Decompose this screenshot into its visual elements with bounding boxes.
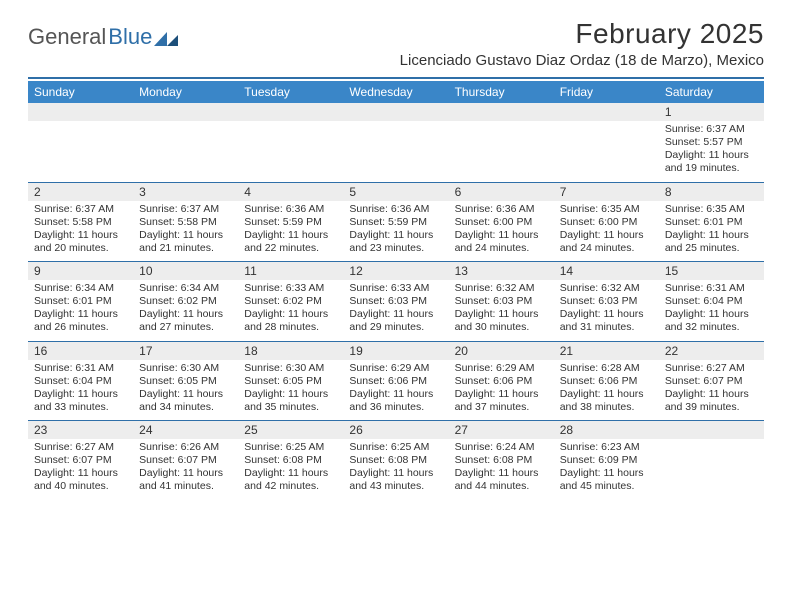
day-info: Sunrise: 6:25 AM Sunset: 6:08 PM Dayligh… — [238, 439, 343, 500]
day-info: Sunrise: 6:25 AM Sunset: 6:08 PM Dayligh… — [343, 439, 448, 500]
day-number: 11 — [238, 262, 343, 280]
calendar-body: 1Sunrise: 6:37 AM Sunset: 5:57 PM Daylig… — [28, 103, 764, 500]
day-number: 17 — [133, 342, 238, 360]
day-number: 8 — [659, 183, 764, 201]
day-info: Sunrise: 6:33 AM Sunset: 6:03 PM Dayligh… — [343, 280, 448, 341]
day-info-row: Sunrise: 6:31 AM Sunset: 6:04 PM Dayligh… — [28, 360, 764, 422]
header: GeneralBlue February 2025 Licenciado Gus… — [28, 18, 764, 75]
day-number — [449, 103, 554, 121]
day-number: 16 — [28, 342, 133, 360]
day-number: 24 — [133, 421, 238, 439]
day-number: 20 — [449, 342, 554, 360]
day-number: 23 — [28, 421, 133, 439]
day-info: Sunrise: 6:37 AM Sunset: 5:58 PM Dayligh… — [28, 201, 133, 262]
day-number: 12 — [343, 262, 448, 280]
day-number — [28, 103, 133, 121]
day-number: 19 — [343, 342, 448, 360]
day-number — [238, 103, 343, 121]
day-info: Sunrise: 6:28 AM Sunset: 6:06 PM Dayligh… — [554, 360, 659, 421]
day-number: 26 — [343, 421, 448, 439]
day-info: Sunrise: 6:31 AM Sunset: 6:04 PM Dayligh… — [659, 280, 764, 341]
day-info: Sunrise: 6:34 AM Sunset: 6:02 PM Dayligh… — [133, 280, 238, 341]
day-number — [343, 103, 448, 121]
day-info — [554, 121, 659, 182]
day-header: Monday — [133, 81, 238, 103]
brand-logo: GeneralBlue — [28, 18, 180, 50]
day-info — [238, 121, 343, 182]
day-info: Sunrise: 6:31 AM Sunset: 6:04 PM Dayligh… — [28, 360, 133, 421]
day-info-row: Sunrise: 6:37 AM Sunset: 5:57 PM Dayligh… — [28, 121, 764, 183]
day-header: Sunday — [28, 81, 133, 103]
day-number-row: 9101112131415 — [28, 262, 764, 280]
day-number: 3 — [133, 183, 238, 201]
day-info — [343, 121, 448, 182]
day-number: 6 — [449, 183, 554, 201]
day-number: 7 — [554, 183, 659, 201]
day-info — [133, 121, 238, 182]
day-number — [133, 103, 238, 121]
day-info-row: Sunrise: 6:34 AM Sunset: 6:01 PM Dayligh… — [28, 280, 764, 342]
day-number: 25 — [238, 421, 343, 439]
day-info — [449, 121, 554, 182]
header-rule — [28, 77, 764, 79]
day-info: Sunrise: 6:36 AM Sunset: 5:59 PM Dayligh… — [343, 201, 448, 262]
title-block: February 2025 Licenciado Gustavo Diaz Or… — [400, 18, 764, 75]
brand-part2: Blue — [108, 24, 152, 50]
day-info: Sunrise: 6:27 AM Sunset: 6:07 PM Dayligh… — [659, 360, 764, 421]
day-number: 1 — [659, 103, 764, 121]
day-number — [659, 421, 764, 439]
month-title: February 2025 — [400, 18, 764, 50]
day-info: Sunrise: 6:36 AM Sunset: 6:00 PM Dayligh… — [449, 201, 554, 262]
day-number-row: 232425262728 — [28, 421, 764, 439]
day-info — [28, 121, 133, 182]
day-number: 4 — [238, 183, 343, 201]
day-info: Sunrise: 6:37 AM Sunset: 5:58 PM Dayligh… — [133, 201, 238, 262]
day-number: 15 — [659, 262, 764, 280]
day-header: Friday — [554, 81, 659, 103]
day-info: Sunrise: 6:24 AM Sunset: 6:08 PM Dayligh… — [449, 439, 554, 500]
day-info: Sunrise: 6:29 AM Sunset: 6:06 PM Dayligh… — [343, 360, 448, 421]
day-info: Sunrise: 6:29 AM Sunset: 6:06 PM Dayligh… — [449, 360, 554, 421]
day-number-row: 1 — [28, 103, 764, 121]
day-number: 5 — [343, 183, 448, 201]
day-number-row: 16171819202122 — [28, 342, 764, 360]
day-number: 21 — [554, 342, 659, 360]
day-info — [659, 439, 764, 500]
day-number: 13 — [449, 262, 554, 280]
day-number: 14 — [554, 262, 659, 280]
day-info: Sunrise: 6:33 AM Sunset: 6:02 PM Dayligh… — [238, 280, 343, 341]
brand-part1: General — [28, 24, 106, 50]
day-info: Sunrise: 6:36 AM Sunset: 5:59 PM Dayligh… — [238, 201, 343, 262]
day-header: Saturday — [659, 81, 764, 103]
day-info: Sunrise: 6:26 AM Sunset: 6:07 PM Dayligh… — [133, 439, 238, 500]
day-number-row: 2345678 — [28, 183, 764, 201]
day-info: Sunrise: 6:34 AM Sunset: 6:01 PM Dayligh… — [28, 280, 133, 341]
day-info: Sunrise: 6:35 AM Sunset: 6:00 PM Dayligh… — [554, 201, 659, 262]
day-header: Wednesday — [343, 81, 448, 103]
location-label: Licenciado Gustavo Diaz Ordaz (18 de Mar… — [400, 52, 764, 69]
day-header: Tuesday — [238, 81, 343, 103]
day-number: 28 — [554, 421, 659, 439]
logo-mark-icon — [154, 28, 180, 46]
day-info: Sunrise: 6:30 AM Sunset: 6:05 PM Dayligh… — [133, 360, 238, 421]
day-info: Sunrise: 6:37 AM Sunset: 5:57 PM Dayligh… — [659, 121, 764, 182]
day-info: Sunrise: 6:32 AM Sunset: 6:03 PM Dayligh… — [449, 280, 554, 341]
day-number: 9 — [28, 262, 133, 280]
day-info: Sunrise: 6:27 AM Sunset: 6:07 PM Dayligh… — [28, 439, 133, 500]
day-number: 2 — [28, 183, 133, 201]
day-header: Thursday — [449, 81, 554, 103]
day-info-row: Sunrise: 6:37 AM Sunset: 5:58 PM Dayligh… — [28, 201, 764, 263]
day-number: 10 — [133, 262, 238, 280]
day-info: Sunrise: 6:23 AM Sunset: 6:09 PM Dayligh… — [554, 439, 659, 500]
day-number: 18 — [238, 342, 343, 360]
day-info: Sunrise: 6:30 AM Sunset: 6:05 PM Dayligh… — [238, 360, 343, 421]
day-info: Sunrise: 6:35 AM Sunset: 6:01 PM Dayligh… — [659, 201, 764, 262]
day-number — [554, 103, 659, 121]
day-info: Sunrise: 6:32 AM Sunset: 6:03 PM Dayligh… — [554, 280, 659, 341]
day-info-row: Sunrise: 6:27 AM Sunset: 6:07 PM Dayligh… — [28, 439, 764, 500]
day-number: 27 — [449, 421, 554, 439]
day-number: 22 — [659, 342, 764, 360]
calendar-header-row: Sunday Monday Tuesday Wednesday Thursday… — [28, 81, 764, 103]
